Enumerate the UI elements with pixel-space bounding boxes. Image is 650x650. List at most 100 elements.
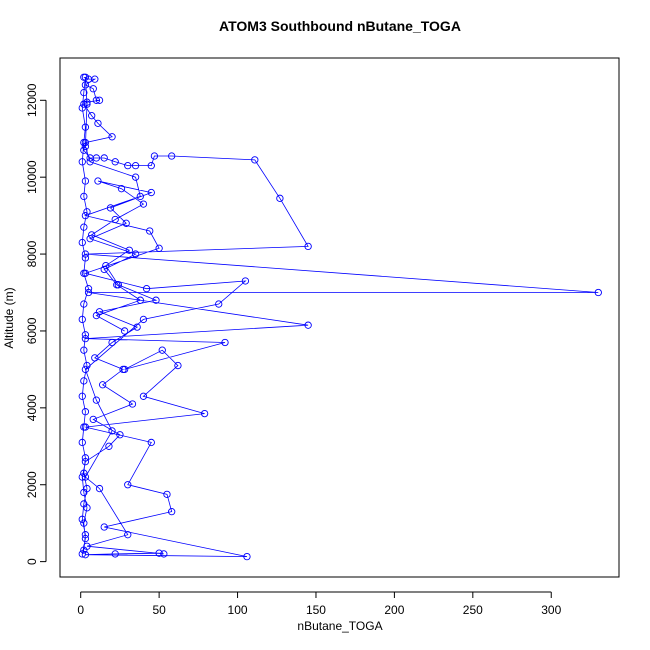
data-point [163,490,171,498]
data-point [139,200,148,208]
data-point [119,365,127,374]
data-point [95,96,104,104]
data-point [158,346,166,354]
data-point [81,142,90,151]
data-point [150,152,159,160]
data-point [86,158,94,166]
data-point [152,296,160,304]
data-point [304,321,312,329]
data-point [81,250,90,258]
x-tick-label: 150 [306,603,326,617]
data-point [147,161,155,170]
data-point [92,154,101,162]
data-point [80,469,88,477]
data-point [160,550,168,558]
data-point [215,300,223,308]
data-point [81,365,90,374]
data-point [108,133,116,141]
data-point [80,346,88,354]
data-point [155,549,163,557]
data-point [78,515,86,523]
data-point [116,431,124,439]
data-point [100,154,108,162]
data-point [111,215,119,224]
data-point [80,546,88,554]
data-point [83,504,91,512]
data-point [108,427,116,435]
chart-title: ATOM3 Southbound nButane_TOGA [219,18,461,34]
data-point [276,194,284,202]
data-point [81,81,90,89]
data-point [89,415,97,424]
data-point [78,438,86,447]
data-point [92,396,101,404]
data-point [106,204,115,212]
y-tick-label: 12000 [25,83,39,117]
data-point [146,227,154,235]
data-point [80,146,88,154]
data-point [81,534,90,543]
data-point [133,323,141,331]
data-point [86,235,94,243]
data-point [102,261,110,270]
data-point [81,73,90,81]
data-point [128,400,137,408]
data-point [155,244,163,252]
data-point [111,158,119,166]
data-point [88,112,96,120]
data-line [81,76,599,557]
data-point [594,288,602,297]
data-point [80,488,88,497]
data-point [125,246,133,254]
data-point [80,138,88,147]
data-point [124,531,132,539]
data-point [117,185,126,193]
data-point [83,100,91,108]
data-point [81,123,90,131]
data-point [221,338,229,347]
data-point [81,551,90,559]
data-point [105,442,113,450]
data-point [84,285,93,293]
y-tick-label: 6000 [25,317,39,344]
x-tick-label: 100 [228,603,248,617]
y-tick-label: 4000 [25,394,39,421]
data-point [81,211,90,220]
data-point [78,104,86,112]
data-point [113,281,121,289]
data-point [108,338,116,347]
data-point [136,192,144,201]
x-axis-label: nButane_TOGA [297,619,382,633]
data-point [147,438,155,447]
data-point [81,531,90,539]
data-point [168,507,176,516]
y-tick-label: 10000 [25,160,39,194]
data-point [251,156,259,164]
data-point [81,473,90,481]
data-point [80,88,88,97]
data-point [81,254,90,262]
data-point [83,208,91,216]
data-point [81,331,90,339]
data-point [120,327,129,335]
data-point [78,238,86,247]
data-point [139,315,148,324]
data-point [81,458,90,466]
data-point [99,381,107,389]
y-axis-label: Altitude (m) [2,287,16,348]
data-point [80,269,88,277]
data-point [80,423,88,431]
x-tick-label: 200 [384,603,404,617]
data-point [124,161,132,170]
x-tick-label: 250 [463,603,483,617]
data-point [147,188,155,197]
x-tick-label: 50 [152,603,166,617]
data-point [88,231,96,239]
data-point [78,315,86,324]
y-tick-label: 2000 [25,471,39,498]
data-point [131,161,140,170]
data-point [142,285,151,293]
data-point [100,265,108,274]
data-point [81,334,90,343]
